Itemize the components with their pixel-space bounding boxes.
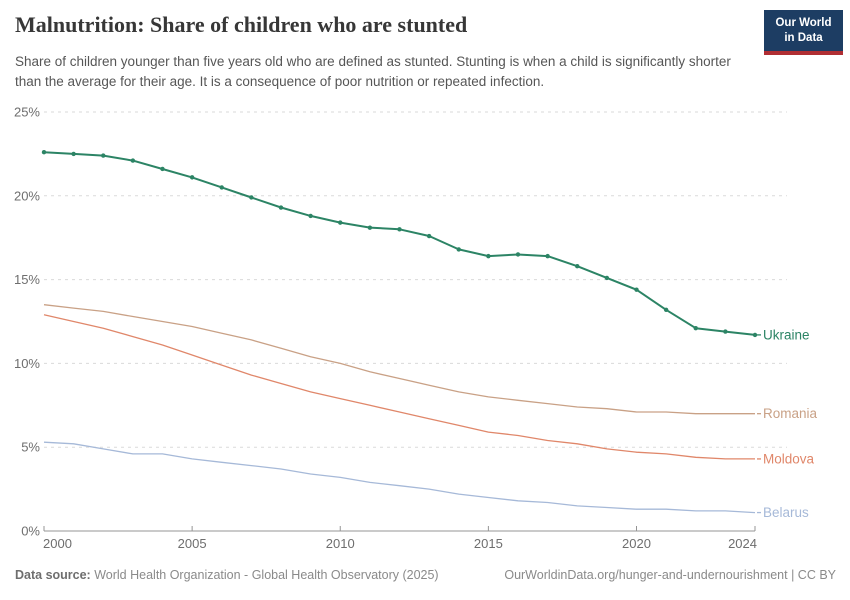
y-tick-label: 15% [14, 272, 40, 287]
y-tick-label: 25% [14, 105, 40, 120]
series-point-ukraine [397, 227, 402, 232]
y-tick-label: 10% [14, 356, 40, 371]
series-label-moldova[interactable]: Moldova [763, 451, 815, 466]
chart-footer: Data source: World Health Organization -… [15, 568, 836, 582]
series-point-ukraine [160, 166, 165, 172]
series-point-ukraine [723, 329, 728, 334]
series-point-ukraine [219, 185, 224, 190]
series-point-ukraine [604, 275, 610, 281]
series-point-ukraine [426, 233, 432, 239]
x-tick-label: 2000 [43, 536, 72, 551]
data-source-value: World Health Organization - Global Healt… [94, 568, 439, 582]
series-line-romania[interactable] [43, 304, 755, 415]
series-point-ukraine [249, 195, 254, 200]
series-point-ukraine [486, 253, 491, 259]
series-point-ukraine [367, 225, 373, 230]
x-tick-label: 2024 [728, 536, 757, 551]
series-line-moldova[interactable] [43, 314, 755, 460]
license-link[interactable]: OurWorldinData.org/hunger-and-undernouri… [504, 568, 836, 582]
series-point-ukraine [41, 150, 47, 155]
series-point-ukraine [693, 326, 698, 331]
y-tick-label: 0% [21, 524, 40, 539]
owid-logo[interactable]: Our World in Data [764, 10, 843, 55]
series-point-ukraine [663, 307, 669, 312]
series-label-belarus[interactable]: Belarus [763, 505, 809, 520]
owid-logo-line1: Our World [775, 17, 832, 29]
data-source: Data source: World Health Organization -… [15, 568, 439, 582]
series-line-belarus[interactable] [43, 441, 756, 514]
data-source-label: Data source: [15, 568, 91, 582]
series-point-ukraine [71, 151, 76, 157]
series-point-ukraine [308, 213, 313, 219]
series-point-ukraine [456, 247, 461, 252]
chart-subtitle: Share of children younger than five year… [15, 54, 731, 90]
y-tick-label: 5% [21, 440, 40, 455]
series-point-ukraine [545, 253, 550, 259]
x-tick-label: 2010 [326, 536, 355, 551]
series-point-ukraine [189, 175, 195, 180]
series-point-ukraine [515, 252, 521, 257]
series-point-ukraine [752, 332, 758, 338]
x-tick-label: 2015 [474, 536, 503, 551]
page-title: Malnutrition: Share of children who are … [15, 12, 468, 37]
y-tick-label: 20% [14, 188, 40, 203]
series-label-romania[interactable]: Romania [763, 406, 818, 421]
series-label-ukraine[interactable]: Ukraine [763, 327, 810, 342]
series-point-ukraine [338, 220, 343, 225]
x-tick-label: 2005 [178, 536, 207, 551]
series-line-ukraine[interactable] [43, 151, 756, 336]
series-point-ukraine [575, 263, 580, 269]
owid-logo-line2: in Data [784, 31, 823, 44]
series-point-ukraine [634, 287, 639, 292]
series-point-ukraine [278, 205, 284, 210]
series-point-ukraine [101, 153, 106, 158]
series-point-ukraine [130, 158, 136, 163]
x-tick-label: 2020 [622, 536, 651, 551]
